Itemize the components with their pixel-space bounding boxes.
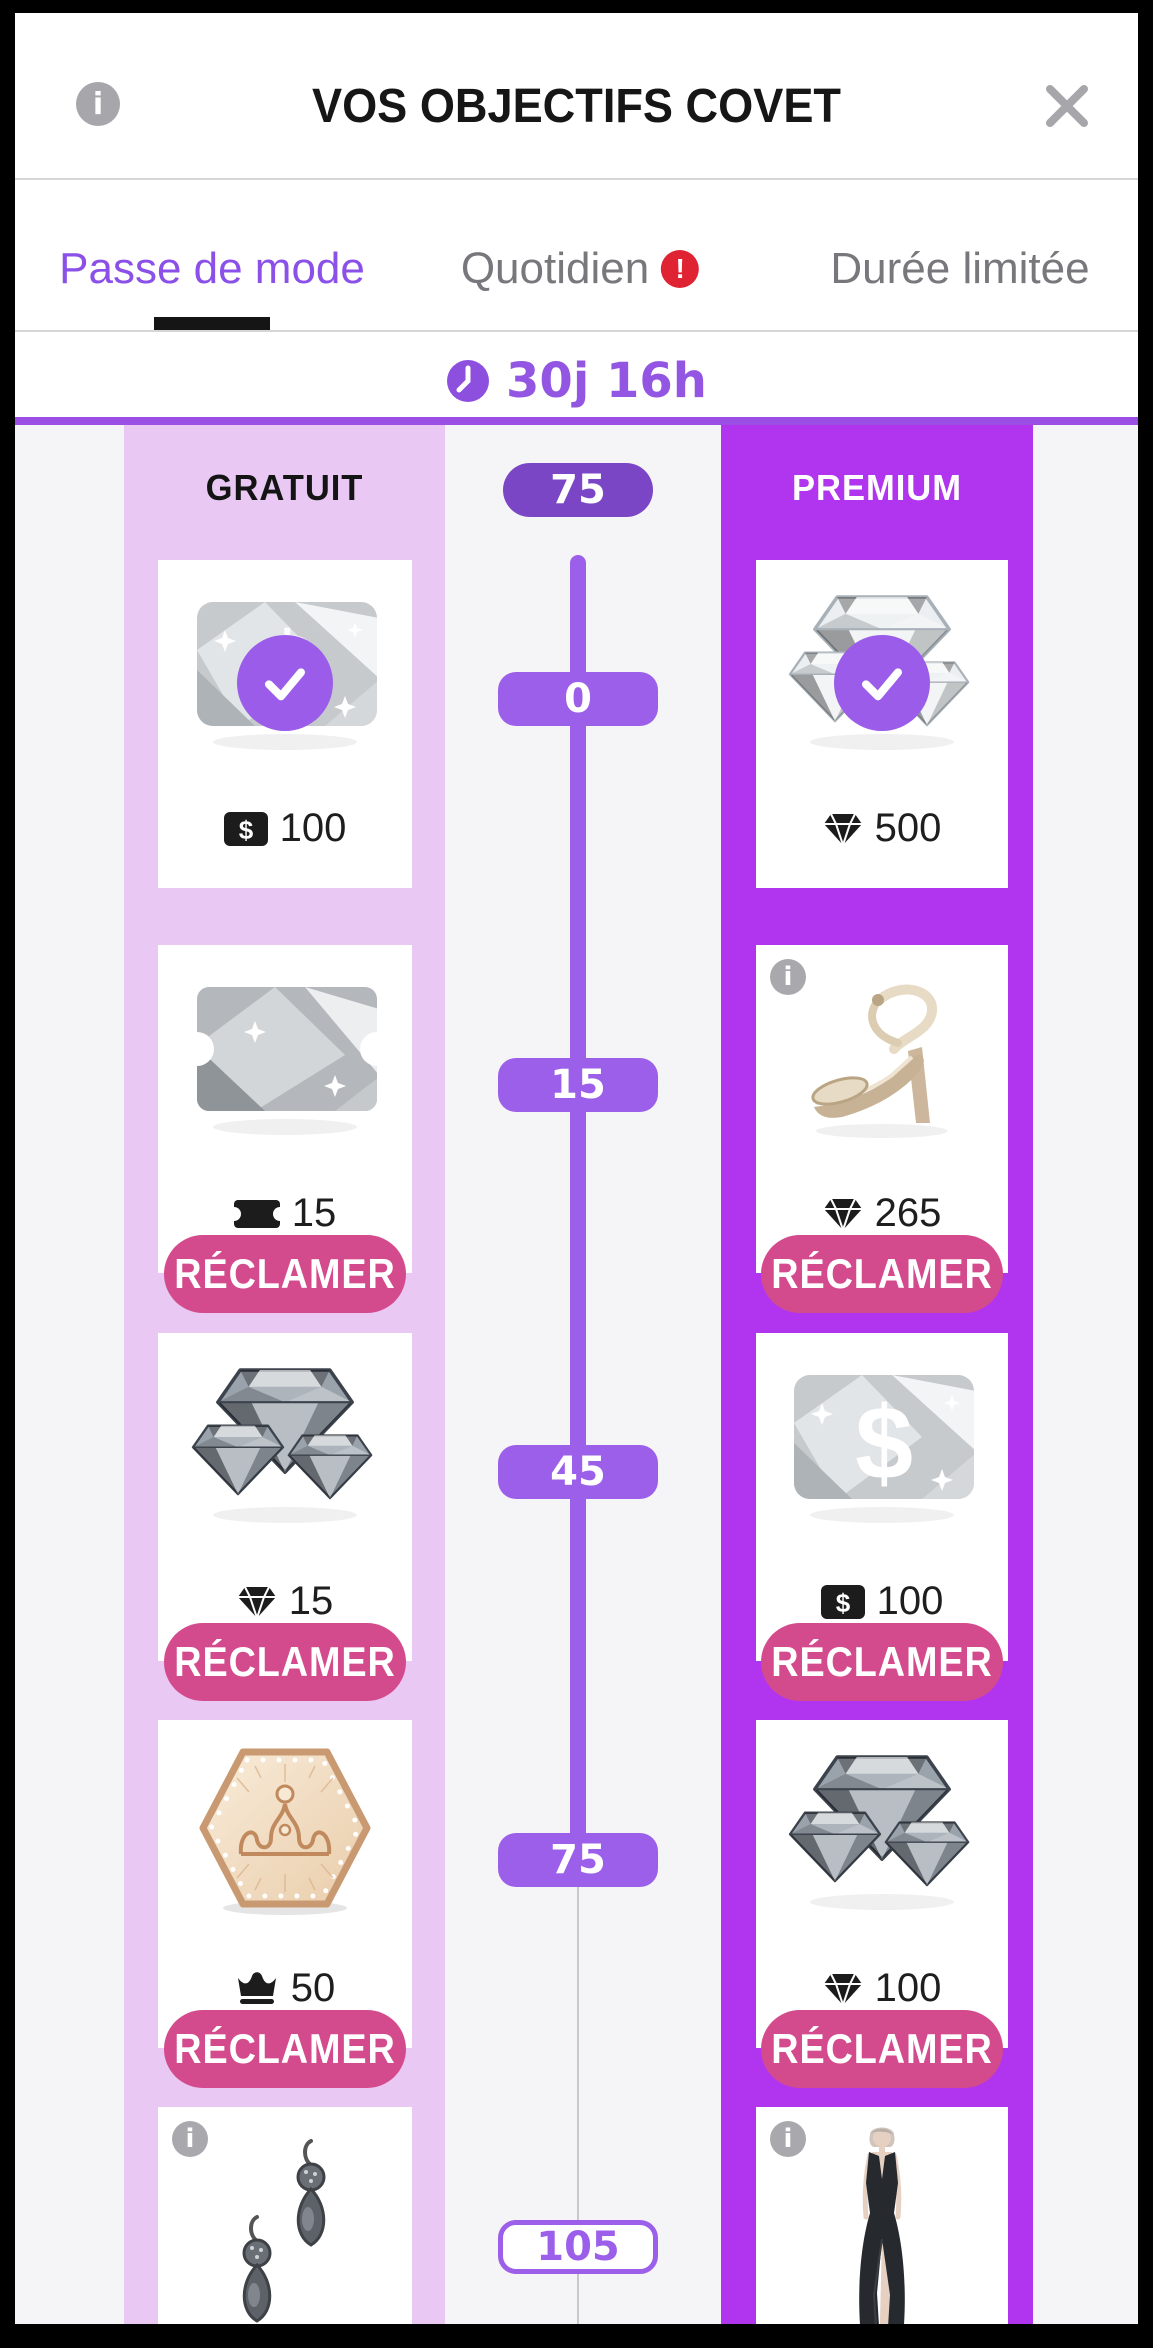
reward-card-free-diamonds[interactable]: 15 RÉCLAMER bbox=[158, 1333, 412, 1701]
reward-card-premium-heels[interactable]: i 265 RÉC bbox=[756, 945, 1008, 1313]
reward-amount: 50 bbox=[158, 1966, 412, 2011]
claim-button[interactable]: RÉCLAMER bbox=[761, 2010, 1003, 2088]
milestone-15: 15 bbox=[498, 1058, 658, 1112]
black-gown-image bbox=[780, 2121, 984, 2324]
progress-track-remaining bbox=[577, 1860, 579, 2324]
cash-icon: $ bbox=[820, 1584, 865, 1619]
svg-text:$: $ bbox=[855, 1386, 913, 1502]
crown-token-image bbox=[183, 1742, 387, 1918]
heeled-sandal-image bbox=[780, 967, 984, 1143]
clock-icon bbox=[447, 360, 490, 402]
diamond-icon bbox=[823, 813, 862, 846]
alert-badge: ! bbox=[661, 250, 700, 288]
reward-card-premium-gown[interactable]: i bbox=[756, 2107, 1008, 2324]
reward-amount: 15 bbox=[158, 1579, 412, 1624]
reward-card-free-ticket[interactable]: 15 RÉCLAMER bbox=[158, 945, 412, 1313]
milestone-45: 45 bbox=[498, 1445, 658, 1499]
milestone-75: 75 bbox=[498, 1833, 658, 1887]
tab-fashion-pass[interactable]: Passe de mode bbox=[59, 244, 365, 293]
diamonds-image bbox=[183, 1355, 387, 1531]
timer-text: 30j 16h bbox=[506, 353, 707, 409]
diamond-icon bbox=[237, 1586, 276, 1619]
claim-button[interactable]: RÉCLAMER bbox=[164, 1623, 406, 1701]
progress-track-filled bbox=[570, 555, 586, 1860]
reward-amount: 100 bbox=[756, 1966, 1008, 2011]
diamond-icon bbox=[823, 1973, 862, 2006]
reward-card-free-crown-token[interactable]: 50 RÉCLAMER bbox=[158, 1720, 412, 2088]
tabs-divider bbox=[15, 330, 1138, 332]
active-tab-indicator bbox=[154, 317, 270, 330]
tab-daily[interactable]: Quotidien ! bbox=[461, 243, 700, 295]
timer-divider-bar bbox=[15, 417, 1138, 425]
milestone-105: 105 bbox=[498, 2220, 658, 2274]
current-points-badge: 75 bbox=[503, 463, 653, 517]
cash-icon: $ bbox=[223, 811, 268, 846]
tab-limited-time[interactable]: Durée limitée bbox=[830, 244, 1090, 293]
claim-button[interactable]: RÉCLAMER bbox=[164, 2010, 406, 2088]
svg-text:$: $ bbox=[835, 1588, 850, 1618]
reward-card-premium-diamonds[interactable]: 500 bbox=[756, 560, 1008, 888]
ticket-icon bbox=[233, 1199, 280, 1228]
claim-button[interactable]: RÉCLAMER bbox=[761, 1235, 1003, 1313]
info-icon[interactable]: i bbox=[76, 82, 120, 126]
item-info-icon[interactable]: i bbox=[770, 959, 806, 995]
rewards-area: GRATUIT PREMIUM 75 0 15 45 75 105 $ bbox=[15, 425, 1138, 2324]
earrings-image bbox=[183, 2121, 387, 2324]
reward-amount: $ 100 bbox=[158, 806, 412, 851]
diamonds-image bbox=[780, 1742, 984, 1918]
ticket-image bbox=[183, 967, 387, 1143]
cash-card-image: $ bbox=[780, 1355, 984, 1531]
reward-amount: $ 100 bbox=[756, 1579, 1008, 1624]
item-info-icon[interactable]: i bbox=[172, 2121, 208, 2157]
reward-amount: 15 bbox=[158, 1191, 412, 1236]
claim-button[interactable]: RÉCLAMER bbox=[164, 1235, 406, 1313]
reward-amount: 500 bbox=[756, 806, 1008, 851]
premium-column-header: PREMIUM bbox=[792, 467, 962, 508]
goals-dialog: i VOS OBJECTIFS COVET Passe de mode Quot… bbox=[15, 13, 1138, 2324]
free-column-header: GRATUIT bbox=[205, 467, 364, 508]
header-divider bbox=[15, 178, 1138, 180]
dialog-title: VOS OBJECTIFS COVET bbox=[311, 80, 841, 133]
svg-text:$: $ bbox=[238, 815, 253, 845]
crown-icon bbox=[237, 1971, 276, 2004]
reward-card-premium-diamonds[interactable]: 100 RÉCLAMER bbox=[756, 1720, 1008, 2088]
claim-button[interactable]: RÉCLAMER bbox=[761, 1623, 1003, 1701]
pass-timer: 30j 16h bbox=[15, 353, 1138, 409]
milestone-0: 0 bbox=[498, 672, 658, 726]
reward-card-free-earrings[interactable]: i bbox=[158, 2107, 412, 2324]
close-icon[interactable] bbox=[1042, 81, 1092, 131]
diamonds-image bbox=[780, 582, 984, 758]
reward-card-free-cash[interactable]: $ $ 100 bbox=[158, 560, 412, 888]
reward-amount: 265 bbox=[756, 1191, 1008, 1236]
claimed-check-icon bbox=[237, 635, 333, 731]
claimed-check-icon bbox=[834, 635, 930, 731]
diamond-icon bbox=[823, 1198, 862, 1231]
item-info-icon[interactable]: i bbox=[770, 2121, 806, 2157]
reward-card-premium-cash[interactable]: $ $ 100 RÉCLAMER bbox=[756, 1333, 1008, 1701]
